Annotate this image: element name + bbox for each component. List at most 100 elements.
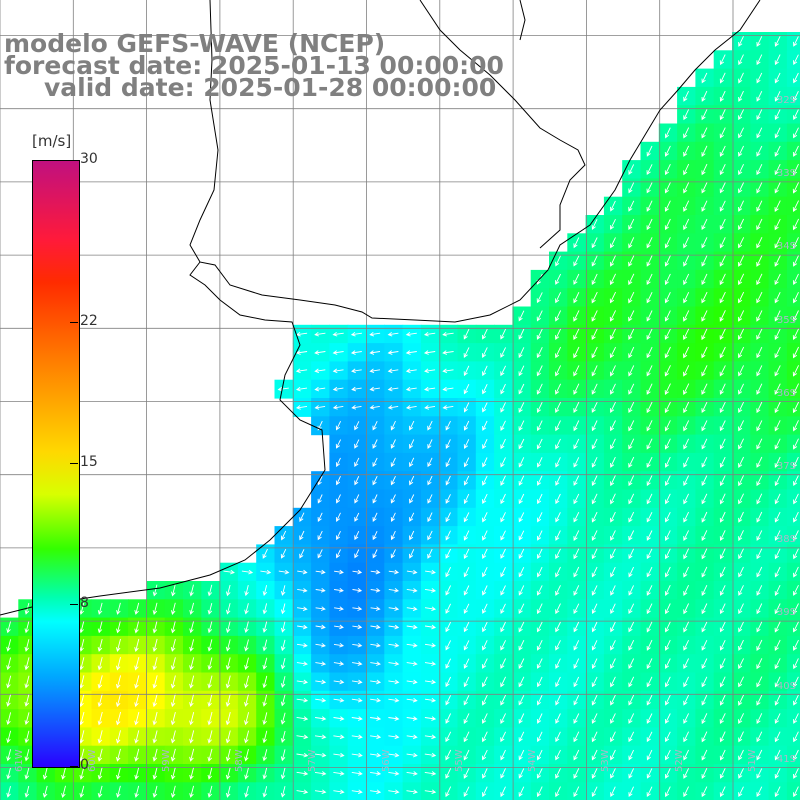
wind-arrow (481, 694, 488, 706)
wind-arrow (792, 420, 799, 432)
wind-arrow (646, 512, 653, 523)
wind-arrow (738, 383, 745, 395)
wind-arrow (332, 386, 344, 392)
wind-arrow (792, 273, 799, 286)
wind-arrow (738, 530, 744, 542)
wind-arrow (738, 90, 744, 102)
wind-arrow (134, 785, 140, 798)
wind-arrow (481, 658, 488, 669)
wind-arrow (427, 548, 433, 559)
wind-arrow (591, 749, 598, 761)
wind-arrow (683, 548, 690, 560)
wind-arrow (463, 493, 470, 505)
wind-arrow (332, 331, 344, 337)
wind-arrow (445, 548, 452, 559)
wind-arrow (573, 475, 580, 486)
wind-arrow (189, 675, 195, 689)
wind-arrow (536, 676, 543, 688)
wind-arrow (225, 675, 231, 689)
wind-arrow (354, 439, 360, 449)
wind-arrow (97, 602, 103, 615)
wind-arrow (792, 585, 799, 596)
wind-arrow (719, 731, 726, 743)
wind-arrow (315, 642, 326, 648)
wind-arrow (481, 713, 488, 724)
wind-arrow (774, 585, 781, 596)
wind-arrow (244, 621, 249, 634)
wind-arrow (262, 749, 268, 762)
wind-arrow (518, 768, 525, 779)
wind-arrow (406, 643, 418, 648)
wind-arrow (701, 72, 708, 84)
wind-arrow (609, 310, 617, 322)
wind-arrow (555, 621, 561, 633)
wind-arrow (774, 365, 781, 377)
wind-arrow (463, 548, 470, 560)
wind-arrow (664, 475, 671, 487)
wind-arrow (463, 347, 470, 358)
wind-arrow (628, 401, 635, 414)
wind-arrow (719, 658, 726, 670)
wind-arrow (463, 713, 470, 724)
wind-arrow (97, 675, 103, 689)
wind-arrow (719, 72, 726, 84)
wind-arrow (664, 218, 671, 231)
wind-arrow (701, 457, 708, 468)
wind-arrow (315, 606, 326, 611)
wind-arrow (573, 493, 580, 505)
wind-arrow (719, 603, 726, 615)
wind-arrow (152, 693, 158, 708)
wind-arrow (170, 767, 176, 780)
wind-arrow (463, 365, 470, 377)
wind-arrow (333, 752, 345, 758)
wind-arrow (482, 640, 488, 651)
wind-arrow (115, 656, 121, 671)
wind-arrow (610, 475, 616, 487)
wind-arrow (351, 697, 363, 703)
colorbar-tick-label: 30 (80, 151, 98, 167)
wind-arrow (719, 585, 726, 596)
wind-arrow (756, 438, 763, 450)
wind-arrow (719, 328, 726, 341)
wind-arrow (664, 713, 671, 724)
wind-arrow (573, 346, 580, 359)
wind-arrow (482, 567, 488, 578)
wind-arrow (280, 603, 286, 615)
wind-arrow (664, 145, 671, 157)
wind-cell (786, 251, 800, 271)
wind-arrow (6, 693, 12, 707)
wind-arrow (591, 585, 598, 596)
wind-arrow (555, 548, 561, 560)
wind-arrow (189, 785, 195, 798)
wind-arrow (354, 494, 360, 504)
wind-arrow (445, 658, 452, 669)
wind-arrow (295, 386, 308, 392)
wind-arrow (207, 785, 213, 798)
wind-arrow (591, 566, 598, 578)
wind-arrow (445, 749, 452, 761)
wind-arrow (701, 786, 708, 798)
wind-arrow (664, 383, 671, 395)
wind-arrow (390, 512, 396, 522)
wind-arrow (500, 530, 506, 541)
wind-cell (786, 526, 800, 545)
colorbar-tick-mark (70, 604, 78, 606)
wind-arrow (683, 383, 690, 395)
wind-arrow (610, 731, 616, 743)
longitude-label: 56W (380, 749, 392, 772)
wind-arrow (388, 606, 400, 611)
wind-arrow (370, 752, 382, 758)
wind-arrow (97, 730, 103, 744)
wind-arrow (573, 255, 580, 267)
wind-arrow (573, 786, 580, 798)
wind-arrow (351, 368, 362, 374)
wind-arrow (573, 328, 580, 341)
wind-arrow (591, 713, 598, 724)
wind-arrow (42, 785, 48, 798)
wind-arrow (738, 145, 745, 157)
wind-arrow (738, 456, 745, 468)
wind-arrow (719, 713, 726, 725)
wind-arrow (278, 569, 290, 575)
wind-arrow (792, 383, 800, 395)
wind-arrow (646, 200, 653, 212)
